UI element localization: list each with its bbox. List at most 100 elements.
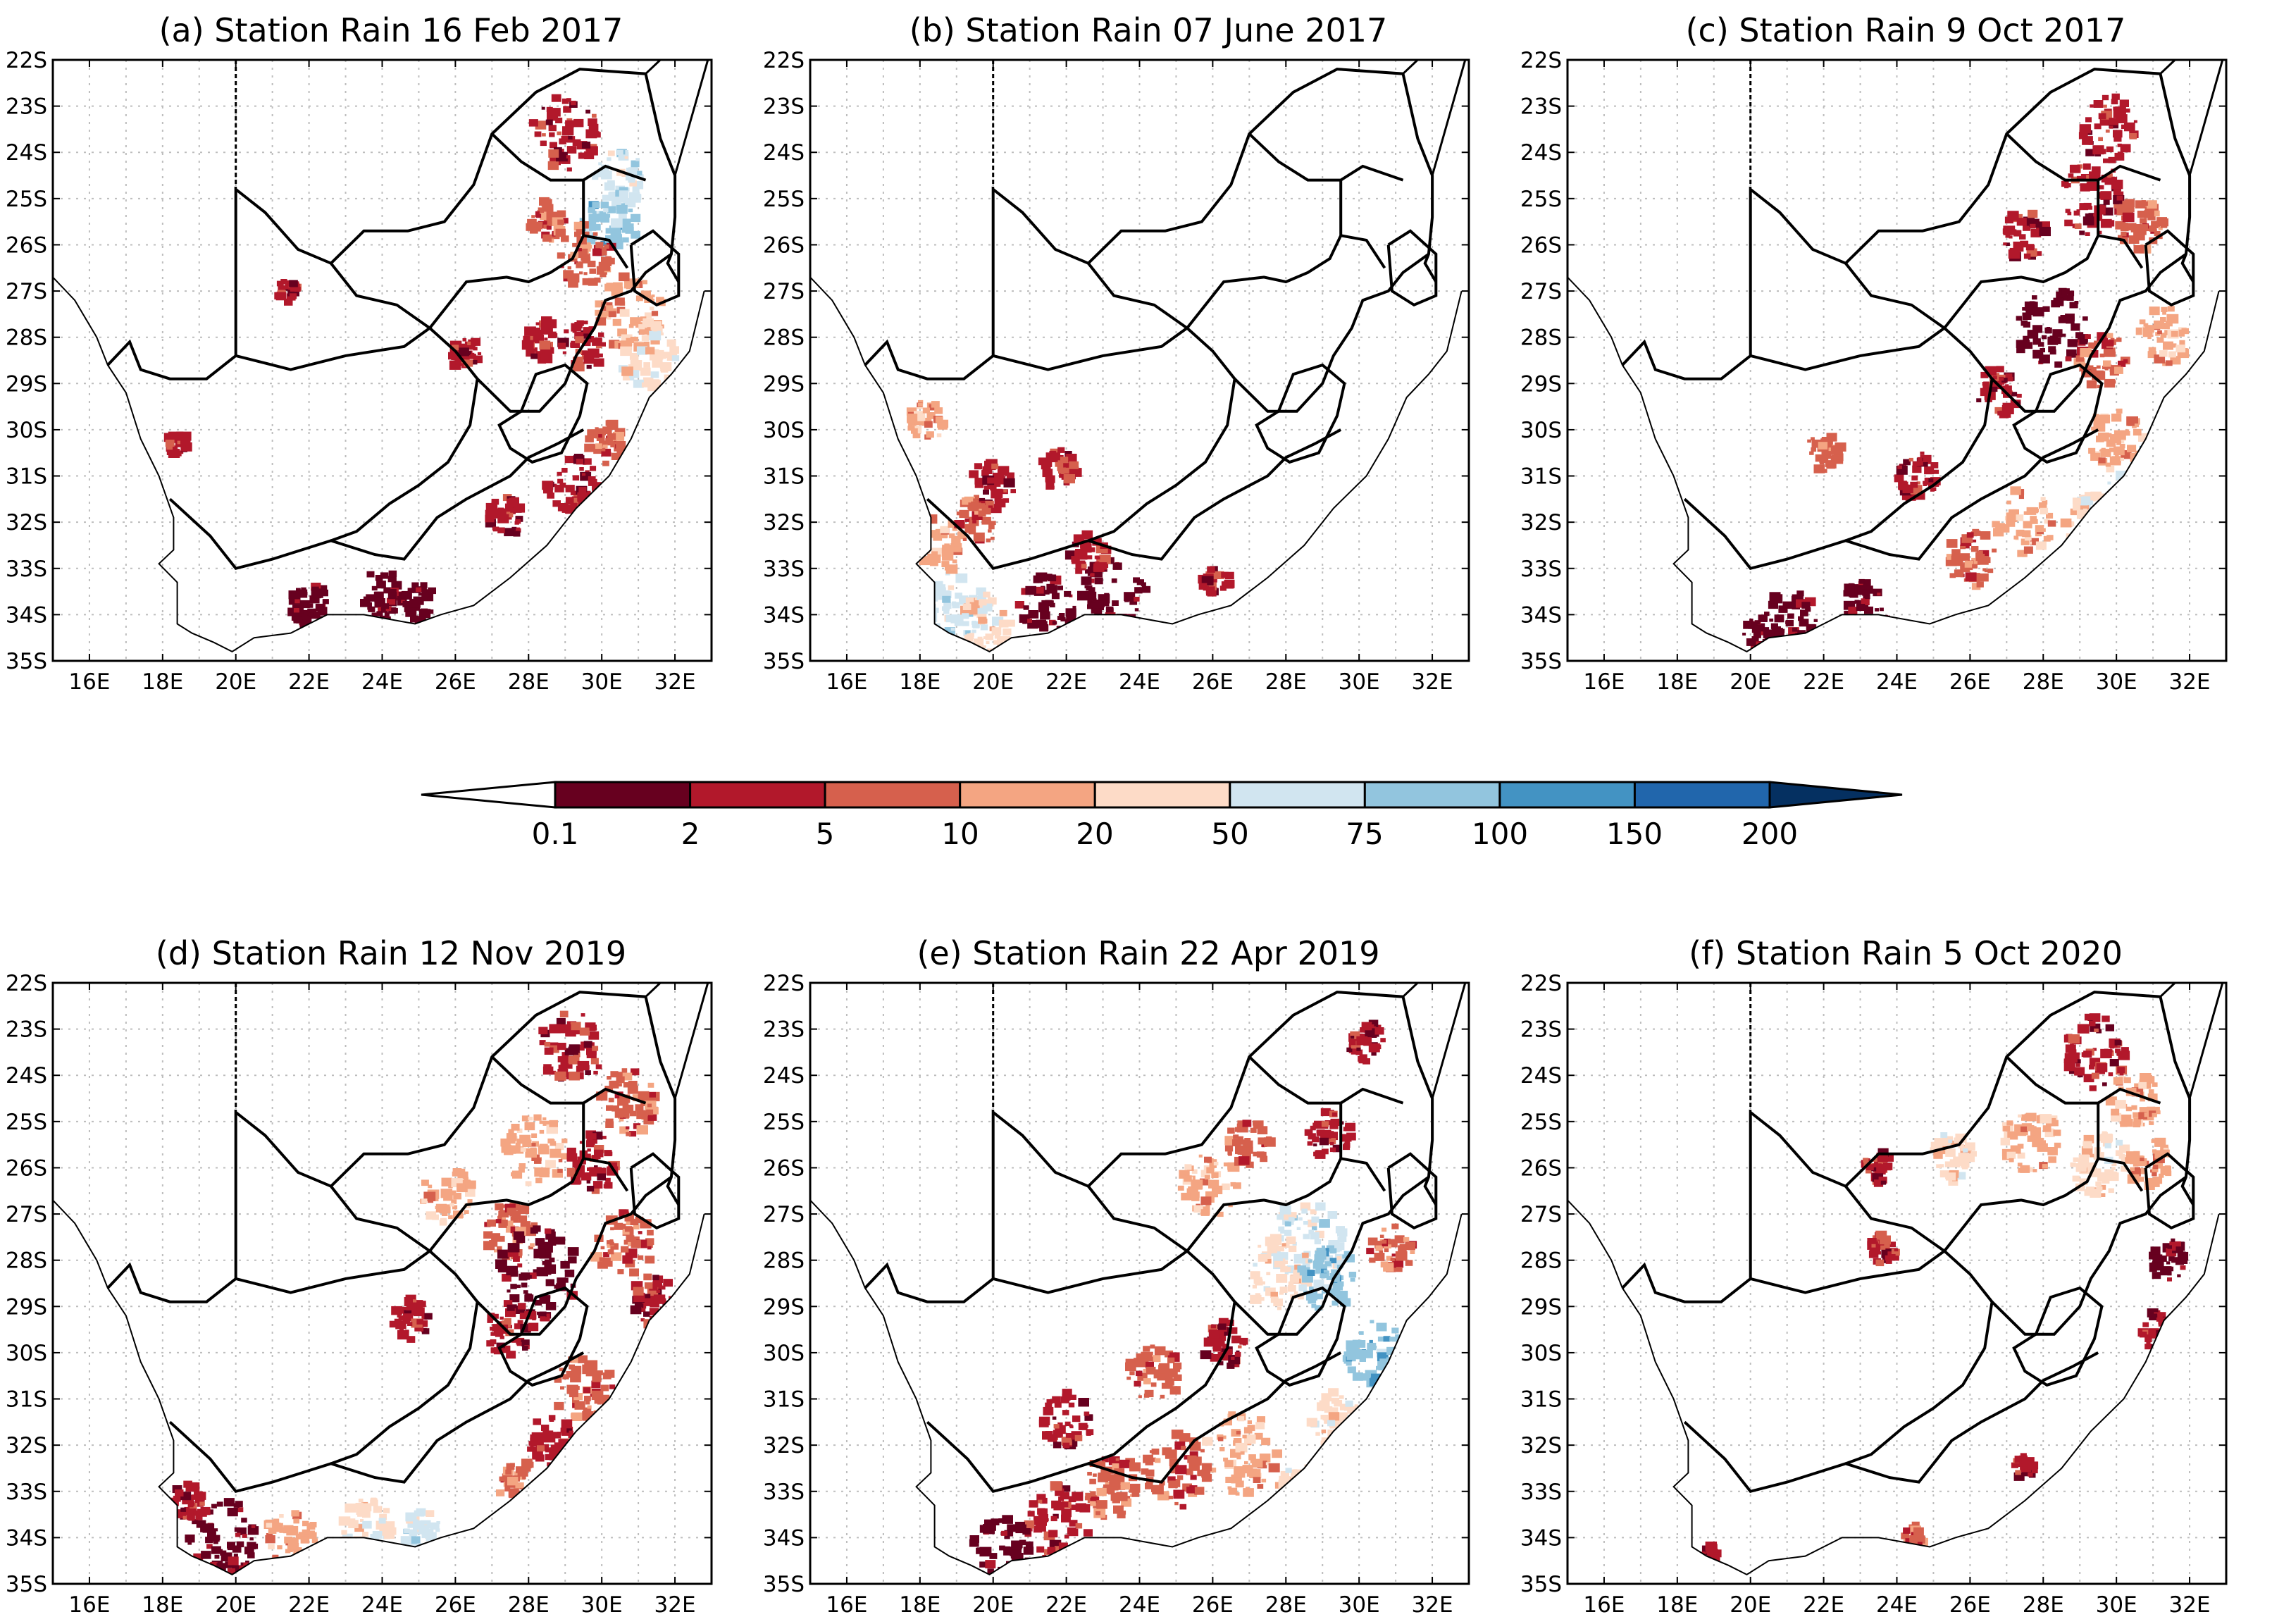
rain-cell <box>972 520 976 523</box>
rain-cell <box>518 1215 528 1223</box>
rain-cell <box>982 645 986 648</box>
rain-cell <box>635 1104 644 1111</box>
rain-cell <box>546 1270 552 1275</box>
rain-cell <box>428 609 434 614</box>
rain-cell <box>499 1316 504 1320</box>
rain-cell <box>522 1461 532 1469</box>
rain-cell <box>1345 1400 1353 1407</box>
rain-cell <box>1894 474 1904 483</box>
rain-cell <box>497 527 505 533</box>
rain-cell <box>641 382 648 388</box>
rain-cell <box>1391 1253 1396 1257</box>
rain-cell <box>2159 442 2168 450</box>
rain-cell <box>2140 1097 2145 1102</box>
rain-cell <box>557 210 566 218</box>
rain-cell <box>1152 1484 1164 1495</box>
rain-cell <box>546 106 553 112</box>
rain-cell <box>1129 1483 1141 1493</box>
rain-cell <box>1084 1425 1088 1428</box>
rain-cell <box>638 1255 644 1260</box>
rain-cell <box>968 597 974 602</box>
rain-cell <box>1019 614 1030 623</box>
rain-cell <box>391 581 402 590</box>
rain-cell <box>524 326 536 336</box>
lat-tick-label: 35S <box>6 649 47 674</box>
rain-cell <box>568 135 573 140</box>
rain-cell <box>2136 516 2148 526</box>
rain-cell <box>1238 1345 1242 1349</box>
rain-cell <box>2102 539 2111 547</box>
rain-cell <box>549 1447 559 1456</box>
rain-cell <box>299 1570 304 1575</box>
rain-cell <box>2154 510 2162 516</box>
rain-cell <box>421 1328 430 1334</box>
rain-cell <box>1313 1279 1324 1289</box>
rain-cell <box>1386 1374 1391 1378</box>
rain-cell <box>1004 1534 1010 1539</box>
rain-cell <box>585 109 590 114</box>
rain-cell <box>1047 633 1056 640</box>
rain-cell <box>2103 512 2111 518</box>
rain-cell <box>442 1211 448 1216</box>
rain-cell <box>1371 1051 1377 1056</box>
rain-cell <box>983 489 989 495</box>
rain-cell <box>987 648 994 652</box>
rain-cell <box>373 1506 382 1513</box>
rain-cell <box>367 606 373 610</box>
rain-cell <box>587 1167 592 1172</box>
rain-cell <box>421 1198 428 1203</box>
province-border <box>497 363 589 464</box>
rain-cell <box>2088 342 2097 349</box>
rain-cell <box>608 1162 617 1170</box>
rain-cell <box>2152 461 2162 469</box>
rain-cell <box>611 202 616 206</box>
rain-cell <box>2162 445 2168 450</box>
rain-cell <box>379 1527 390 1536</box>
rain-cell <box>597 434 602 438</box>
rain-cell <box>1328 1138 1336 1144</box>
rain-cell <box>631 230 640 239</box>
rain-cell <box>962 621 969 626</box>
rain-cell <box>2016 401 2020 404</box>
rain-cell <box>1189 1451 1198 1458</box>
rain-cell <box>519 1313 528 1320</box>
rain-cell <box>471 337 481 346</box>
rain-cell <box>602 194 609 201</box>
rain-cell <box>1348 1424 1354 1429</box>
rain-cell <box>1035 586 1044 594</box>
rain-cell <box>344 1504 356 1513</box>
rain-cell <box>2157 330 2162 335</box>
rain-cell <box>583 458 592 465</box>
rain-cell <box>1063 474 1075 484</box>
rain-cell <box>1382 1241 1389 1246</box>
rain-cell <box>506 512 514 518</box>
rain-cell <box>1312 1226 1317 1231</box>
rain-cell <box>1161 1382 1169 1389</box>
lat-tick-label: 28S <box>763 326 805 351</box>
rain-cell <box>550 142 557 149</box>
rain-cell <box>2123 359 2128 363</box>
rain-cell <box>2103 538 2111 545</box>
rain-cell <box>2114 152 2125 161</box>
rain-cell <box>1308 1496 1312 1499</box>
rain-cell <box>1134 597 1140 602</box>
province-border <box>629 1152 681 1230</box>
rain-cell <box>1297 1294 1304 1300</box>
rain-cell <box>616 441 626 450</box>
rain-cell <box>268 1527 277 1534</box>
rain-cell <box>556 1017 566 1026</box>
rain-cell <box>1023 1546 1034 1555</box>
rain-cell <box>490 1327 495 1331</box>
rain-cell <box>527 1446 534 1452</box>
rain-cell <box>630 336 639 343</box>
rain-cell <box>1310 1232 1320 1240</box>
rain-cell <box>578 250 586 257</box>
rain-cell <box>1997 411 2004 416</box>
rain-cell <box>2094 205 2106 215</box>
rain-cell <box>2035 222 2042 228</box>
rain-cell <box>2106 146 2114 153</box>
rain-cell <box>1982 382 1987 386</box>
rain-cell <box>1141 1468 1149 1475</box>
rain-cell <box>1311 1216 1320 1223</box>
lat-tick-label: 27S <box>6 279 47 304</box>
